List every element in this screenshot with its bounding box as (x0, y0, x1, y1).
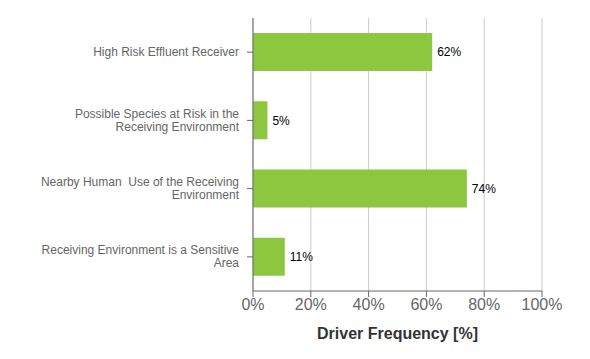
svg-text:80%: 80% (468, 296, 500, 313)
svg-text:Nearby Human Use of the Recei: Nearby Human Use of the ReceivingEnviron… (41, 175, 240, 202)
svg-text:11%: 11% (290, 250, 313, 264)
svg-text:High Risk Effluent Receiver: High Risk Effluent Receiver (93, 45, 239, 59)
svg-text:Receiving Environment is a Sen: Receiving Environment is a SensitiveArea (42, 243, 240, 270)
svg-text:40%: 40% (353, 296, 385, 313)
svg-text:Possible Species at Risk in th: Possible Species at Risk in theReceiving… (75, 107, 240, 134)
svg-text:74%: 74% (472, 182, 496, 196)
svg-text:62%: 62% (437, 45, 461, 59)
svg-text:0%: 0% (241, 296, 264, 313)
svg-text:60%: 60% (410, 296, 442, 313)
svg-text:Driver Frequency [%]: Driver Frequency [%] (317, 325, 478, 342)
svg-text:5%: 5% (272, 114, 290, 128)
svg-text:100%: 100% (522, 296, 563, 313)
svg-text:20%: 20% (295, 296, 327, 313)
